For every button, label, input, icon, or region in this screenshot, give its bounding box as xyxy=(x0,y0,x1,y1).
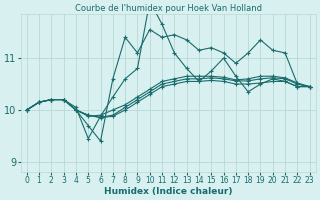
X-axis label: Humidex (Indice chaleur): Humidex (Indice chaleur) xyxy=(104,187,232,196)
Title: Courbe de l'humidex pour Hoek Van Holland: Courbe de l'humidex pour Hoek Van Hollan… xyxy=(75,4,262,13)
